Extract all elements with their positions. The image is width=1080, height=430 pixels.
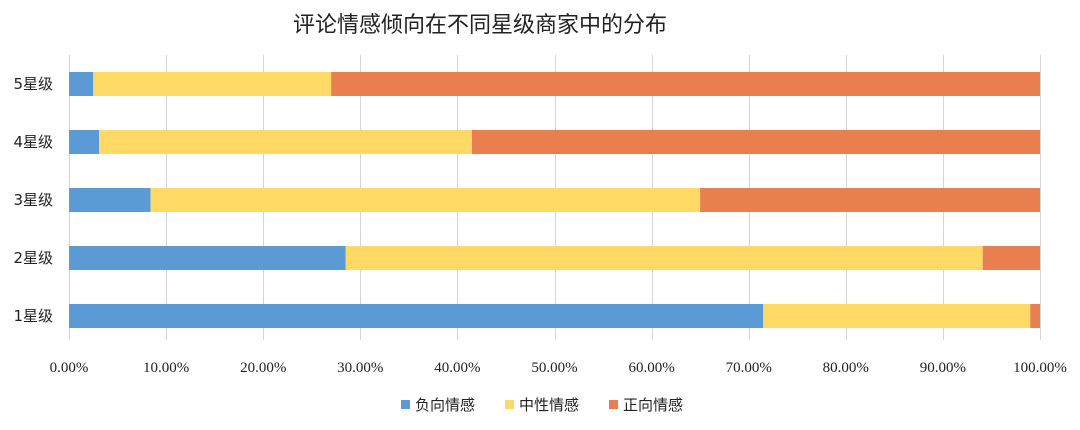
legend-label: 中性情感 <box>519 396 579 414</box>
legend-swatch <box>609 400 618 409</box>
x-tick-label: 60.00% <box>628 360 674 376</box>
category-label: 3星级 <box>13 191 53 209</box>
legend-item: 中性情感 <box>505 396 579 414</box>
legend-item: 正向情感 <box>609 396 683 414</box>
category-label: 2星级 <box>13 249 53 267</box>
chart-title: 评论情感倾向在不同星级商家中的分布 <box>293 13 667 38</box>
x-tick-label: 90.00% <box>920 360 966 376</box>
legend: 负向情感 中性情感 正向情感 <box>401 396 683 414</box>
bar-segment <box>345 246 983 270</box>
bar-segment <box>1030 304 1040 328</box>
bar-segment <box>99 130 472 154</box>
category-label: 5星级 <box>13 75 53 93</box>
bar-segment <box>763 304 1031 328</box>
bar-segment <box>69 130 100 154</box>
category-label: 4星级 <box>13 133 53 151</box>
x-tick-label: 0.00% <box>50 360 89 376</box>
bar-segment <box>69 72 94 96</box>
bar-segment <box>69 188 151 212</box>
legend-item: 负向情感 <box>401 396 475 414</box>
x-tick-label: 40.00% <box>434 360 480 376</box>
bar-segment <box>69 304 764 328</box>
legend-label: 负向情感 <box>415 396 475 414</box>
legend-swatch <box>401 400 410 409</box>
bars <box>69 72 1041 328</box>
bar-segment <box>331 72 1040 96</box>
bar-segment <box>982 246 1040 270</box>
category-label: 1星级 <box>13 307 53 325</box>
x-tick-label: 80.00% <box>823 360 869 376</box>
bar-segment <box>93 72 332 96</box>
x-tick-label: 50.00% <box>531 360 577 376</box>
category-labels: 5星级 4星级 3星级 2星级 1星级 <box>13 75 53 325</box>
x-tick-label: 70.00% <box>726 360 772 376</box>
bar-segment <box>700 188 1040 212</box>
legend-swatch <box>505 400 514 409</box>
x-tick-label: 100.00% <box>1013 360 1067 376</box>
bar-segment <box>471 130 1041 154</box>
bar-segment <box>150 188 701 212</box>
bar-segment <box>69 246 346 270</box>
x-tick-label: 20.00% <box>240 360 286 376</box>
x-axis-tick-labels: 0.00% 10.00% 20.00% 30.00% 40.00% 50.00% 60.00… <box>50 360 1067 376</box>
legend-label: 正向情感 <box>623 396 683 414</box>
x-tick-label: 10.00% <box>143 360 189 376</box>
x-tick-label: 30.00% <box>337 360 383 376</box>
